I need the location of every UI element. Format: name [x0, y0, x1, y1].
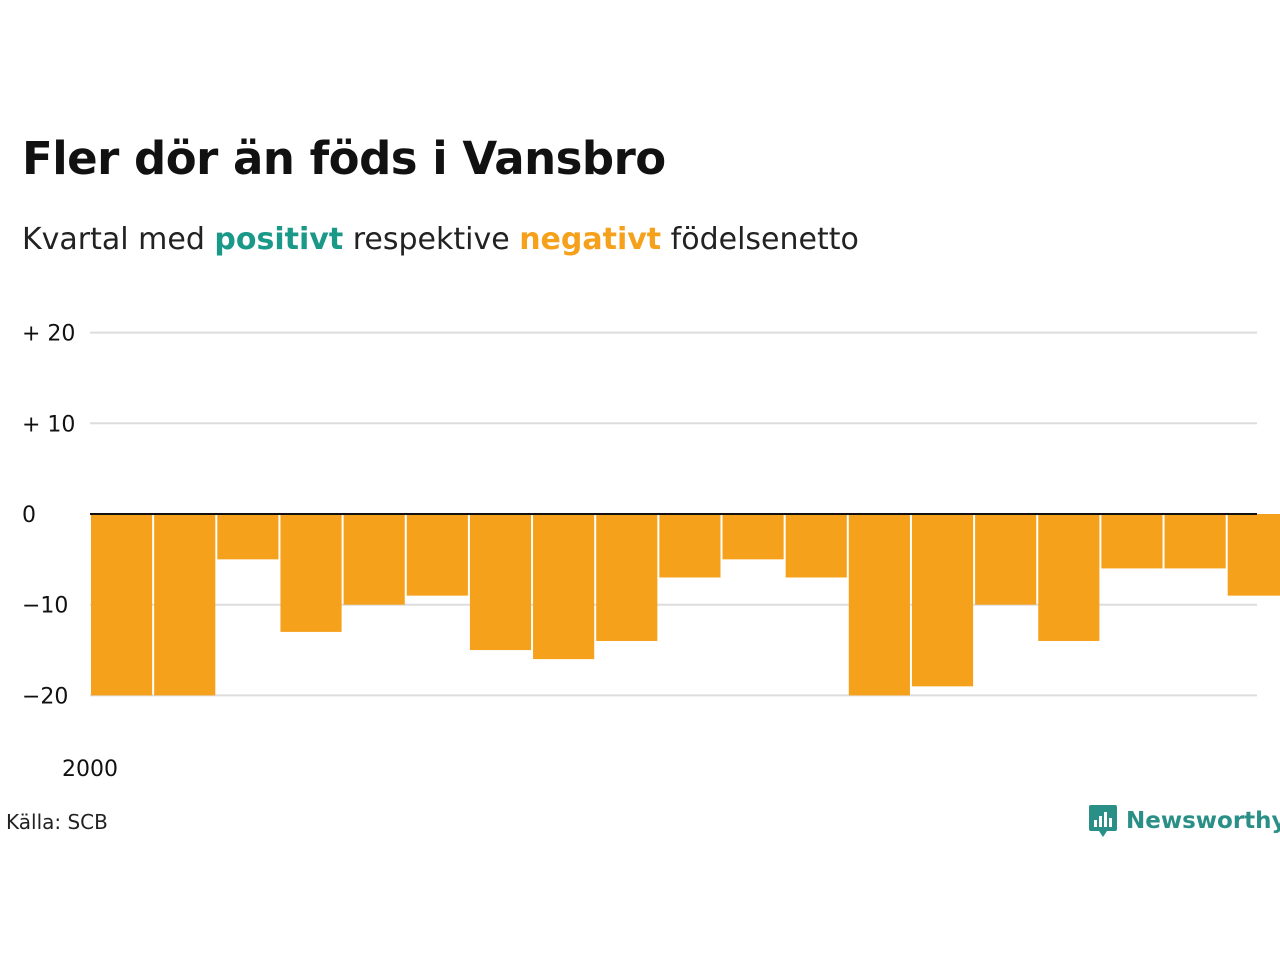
y-tick-label: −10	[22, 594, 68, 619]
source-label: Källa: SCB	[6, 810, 108, 834]
bar	[848, 514, 910, 696]
bar	[217, 514, 279, 560]
subtitle-positive: positivt	[214, 222, 344, 257]
bar	[154, 514, 216, 696]
chart-subtitle: Kvartal med positivt respektive negativt…	[22, 222, 859, 257]
bar	[1164, 514, 1226, 569]
y-tick-label: −20	[22, 684, 68, 709]
y-tick-label: 0	[22, 503, 36, 528]
bar	[280, 514, 342, 632]
subtitle-prefix: Kvartal med	[22, 222, 215, 257]
subtitle-suffix: födelsenetto	[661, 222, 859, 257]
y-tick-label: + 10	[22, 412, 75, 437]
subtitle-middle: respektive	[343, 222, 520, 257]
bar	[343, 514, 405, 605]
bar	[469, 514, 532, 651]
y-tick-label: + 20	[22, 322, 75, 347]
bar	[91, 514, 153, 696]
newsworthy-logo: Newsworthy	[1088, 803, 1280, 839]
x-tick-label: 2000	[62, 757, 118, 782]
bar	[659, 514, 721, 578]
logo-text: Newsworthy	[1126, 808, 1280, 834]
chart-title: Fler dör än föds i Vansbro	[22, 132, 666, 185]
bar	[406, 514, 468, 596]
bar	[596, 514, 658, 641]
bar	[1227, 514, 1280, 596]
bar	[1101, 514, 1163, 569]
bar	[975, 514, 1037, 605]
newsworthy-chart-icon	[1089, 805, 1117, 837]
bar	[722, 514, 784, 560]
bar	[785, 514, 847, 578]
subtitle-negative: negativt	[519, 222, 662, 257]
bar	[911, 514, 974, 687]
bar	[533, 514, 595, 660]
bar	[1038, 514, 1100, 641]
